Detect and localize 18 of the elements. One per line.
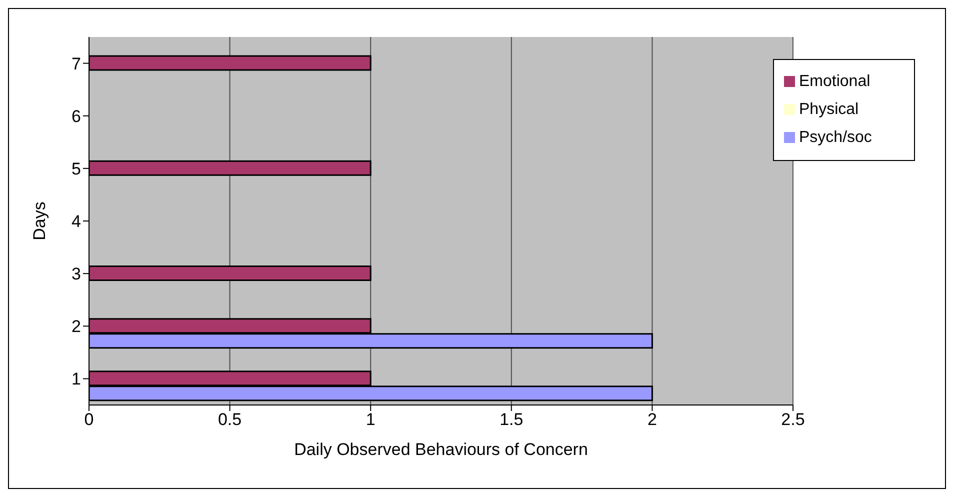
x-tick-label: 0.5 (218, 410, 242, 430)
y-tick-label: 1 (72, 370, 81, 389)
y-tick-label: 3 (72, 264, 81, 284)
legend-label: Psych/soc (799, 129, 872, 146)
y-tick-label: 2 (72, 317, 81, 336)
y-axis-title: Days (30, 202, 50, 240)
x-tick-label: 1 (366, 410, 376, 430)
x-tick-label: 0 (84, 410, 94, 430)
y-tick-label: 6 (72, 106, 81, 126)
legend-label: Emotional (799, 73, 870, 90)
legend-label: Physical (799, 101, 859, 118)
x-tick-label: 2 (647, 410, 657, 430)
x-tick-label: 1.5 (500, 410, 524, 430)
y-tick-label: 7 (72, 54, 81, 74)
y-tick-label: 5 (72, 159, 81, 178)
y-tick-label: 4 (72, 212, 81, 232)
x-tick-label: 2.5 (781, 410, 805, 430)
x-axis-title: Daily Observed Behaviours of Concern (294, 440, 588, 459)
